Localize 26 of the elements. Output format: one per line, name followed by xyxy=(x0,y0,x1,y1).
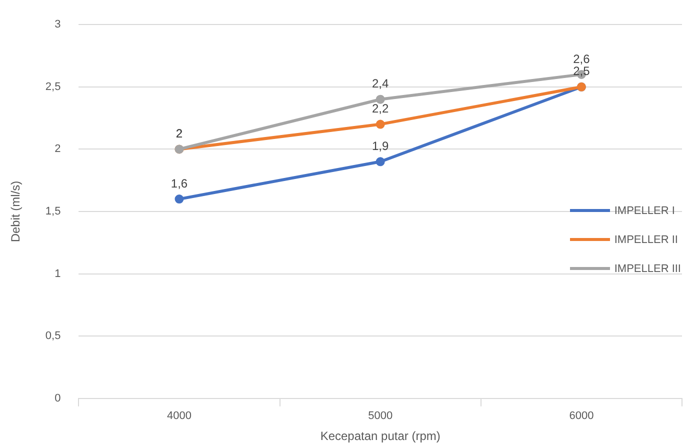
point xyxy=(376,157,385,166)
legend-label: IMPELLER III xyxy=(614,262,681,274)
y-tick-label: 2,5 xyxy=(45,80,61,93)
y-tick-label: 0,5 xyxy=(45,330,61,342)
x-tick-label: 6000 xyxy=(569,410,594,422)
data-label: 1,6 xyxy=(170,176,188,190)
data-label: 2,5 xyxy=(573,64,590,78)
y-tick-label: 1 xyxy=(54,268,61,280)
data-label: 2,6 xyxy=(573,52,590,66)
data-label: 2,2 xyxy=(372,102,390,116)
point xyxy=(174,194,184,204)
y-axis-title: Debit (ml/s) xyxy=(8,180,23,242)
x-tick-label: 4000 xyxy=(167,410,192,422)
x-tick-label: 5000 xyxy=(368,410,393,422)
y-tick-label: 0 xyxy=(54,392,61,404)
data-label: 1,9 xyxy=(372,138,390,153)
legend-label: IMPELLER II xyxy=(614,234,678,246)
data-label: 2,4 xyxy=(372,76,390,91)
point xyxy=(376,120,385,129)
x-axis-title: Kecepatan putar (rpm) xyxy=(320,429,440,444)
y-tick-label: 2 xyxy=(54,143,61,156)
y-tick-label: 3 xyxy=(54,18,61,31)
point xyxy=(376,94,385,104)
y-tick-label: 1,5 xyxy=(45,206,61,218)
data-label: 2 xyxy=(176,126,183,141)
legend-label: IMPELLER I xyxy=(614,204,675,216)
